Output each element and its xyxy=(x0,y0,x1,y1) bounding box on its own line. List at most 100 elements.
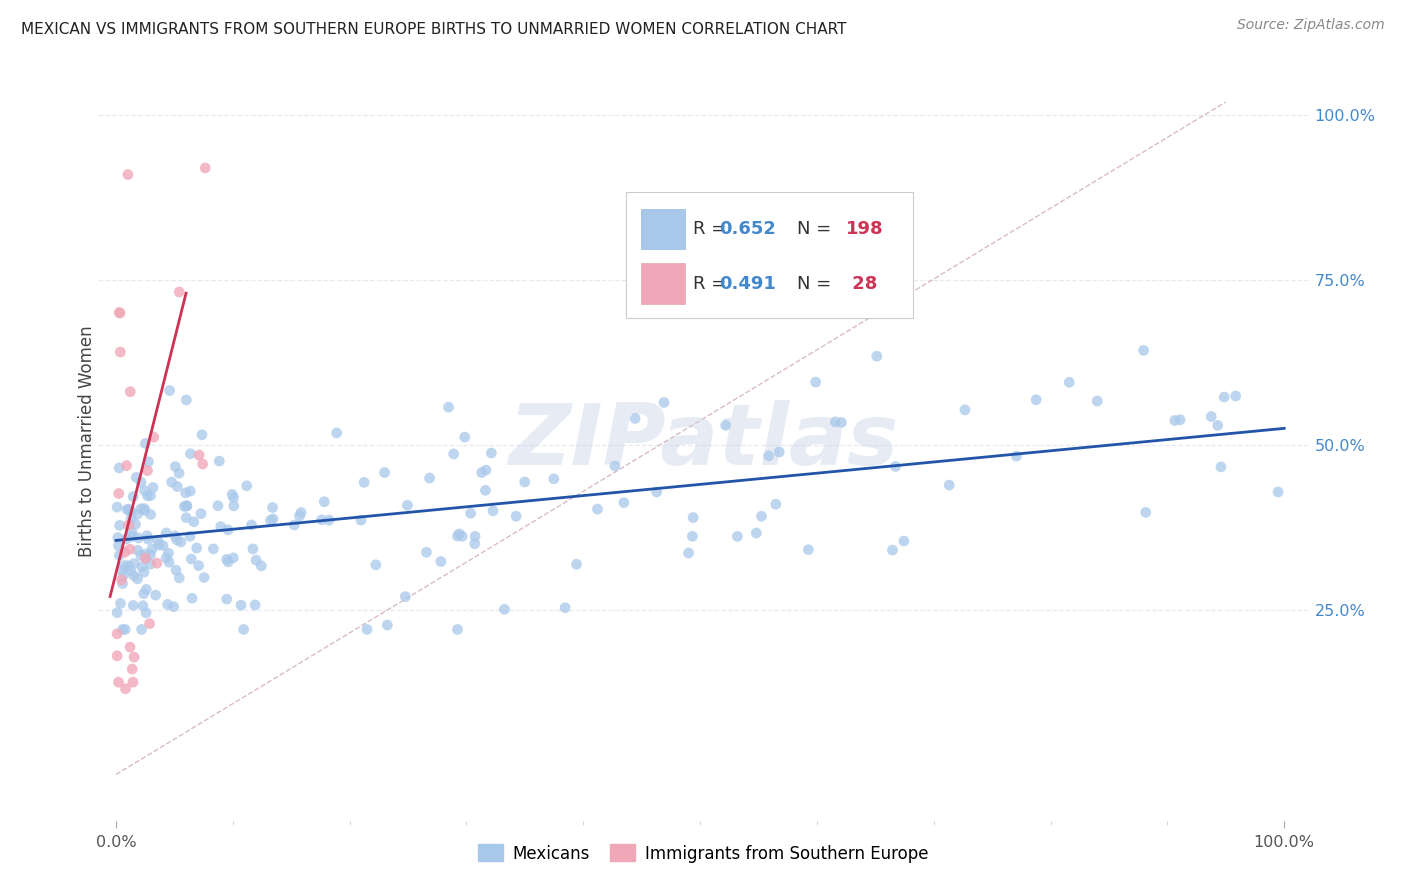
Point xyxy=(288,508,311,523)
Point xyxy=(179,484,201,499)
Point xyxy=(243,598,266,612)
Point xyxy=(217,555,239,569)
Point xyxy=(111,576,134,591)
Point xyxy=(110,596,132,610)
Point xyxy=(112,558,135,573)
Point xyxy=(229,598,252,612)
Point xyxy=(191,427,214,442)
Point xyxy=(513,475,536,489)
Point xyxy=(449,527,471,541)
Point xyxy=(134,547,156,561)
Point xyxy=(179,529,201,543)
Point xyxy=(152,539,174,553)
Point xyxy=(117,558,139,573)
Point xyxy=(155,550,177,565)
Point xyxy=(139,548,162,562)
Point xyxy=(107,486,129,500)
Point xyxy=(107,531,129,545)
Point xyxy=(451,529,474,543)
Point xyxy=(170,535,193,549)
Point xyxy=(215,552,238,566)
Point xyxy=(148,538,170,552)
Point xyxy=(603,458,626,473)
Point xyxy=(565,558,588,572)
Point xyxy=(138,455,160,469)
Point xyxy=(120,384,142,399)
Point xyxy=(122,675,145,690)
Point xyxy=(139,508,162,522)
Point xyxy=(207,499,229,513)
Point xyxy=(765,497,787,511)
Point xyxy=(318,513,340,527)
Point xyxy=(464,537,486,551)
Point xyxy=(181,591,204,606)
Point xyxy=(159,384,181,398)
Y-axis label: Births to Unmarried Women: Births to Unmarried Women xyxy=(79,326,96,558)
Point xyxy=(194,161,217,175)
Point xyxy=(114,545,136,559)
Point xyxy=(157,555,180,569)
Point xyxy=(108,461,131,475)
Point xyxy=(117,502,139,516)
Point xyxy=(174,510,197,524)
Point xyxy=(554,600,576,615)
Point xyxy=(745,526,768,541)
Point xyxy=(127,543,149,558)
Point xyxy=(415,545,437,559)
Point xyxy=(475,463,498,477)
Point xyxy=(353,475,375,490)
Point xyxy=(120,564,142,578)
Point xyxy=(1225,389,1247,403)
Point xyxy=(146,556,169,570)
Point xyxy=(105,648,128,663)
Point xyxy=(624,411,647,425)
Point xyxy=(134,483,156,498)
Point xyxy=(145,588,167,602)
Point xyxy=(751,509,773,524)
Point xyxy=(446,623,468,637)
Point xyxy=(167,571,190,585)
Point xyxy=(141,541,163,556)
Point xyxy=(118,542,141,557)
Point xyxy=(167,285,190,299)
Point xyxy=(105,606,128,620)
Point xyxy=(394,590,416,604)
Point xyxy=(122,599,145,613)
Point xyxy=(1005,449,1028,463)
Text: 0.652: 0.652 xyxy=(720,220,776,238)
Point xyxy=(350,513,373,527)
Point xyxy=(824,415,846,429)
Point xyxy=(138,616,160,631)
Point xyxy=(232,623,254,637)
Point xyxy=(114,681,136,696)
Point xyxy=(893,534,915,549)
Point xyxy=(1135,505,1157,519)
Point xyxy=(127,508,149,522)
Text: ZIPatlas: ZIPatlas xyxy=(508,400,898,483)
Point xyxy=(768,445,790,459)
Point xyxy=(866,349,889,363)
Point xyxy=(127,531,149,545)
Point xyxy=(190,507,212,521)
Point xyxy=(108,518,131,533)
Point xyxy=(146,533,169,548)
Point xyxy=(132,587,155,601)
Point xyxy=(797,542,820,557)
Point xyxy=(1267,485,1289,500)
Point xyxy=(163,529,186,543)
Point xyxy=(1168,413,1191,427)
Point xyxy=(474,483,496,498)
Point xyxy=(262,500,284,515)
Point xyxy=(464,529,486,543)
Point xyxy=(176,499,198,513)
Point xyxy=(543,472,565,486)
Point xyxy=(437,401,460,415)
Point xyxy=(377,618,399,632)
Point xyxy=(374,466,396,480)
Point xyxy=(135,551,157,566)
Point xyxy=(121,662,143,676)
Text: R =: R = xyxy=(693,220,733,238)
Point xyxy=(105,500,128,515)
Point xyxy=(494,602,516,616)
Point xyxy=(122,490,145,504)
